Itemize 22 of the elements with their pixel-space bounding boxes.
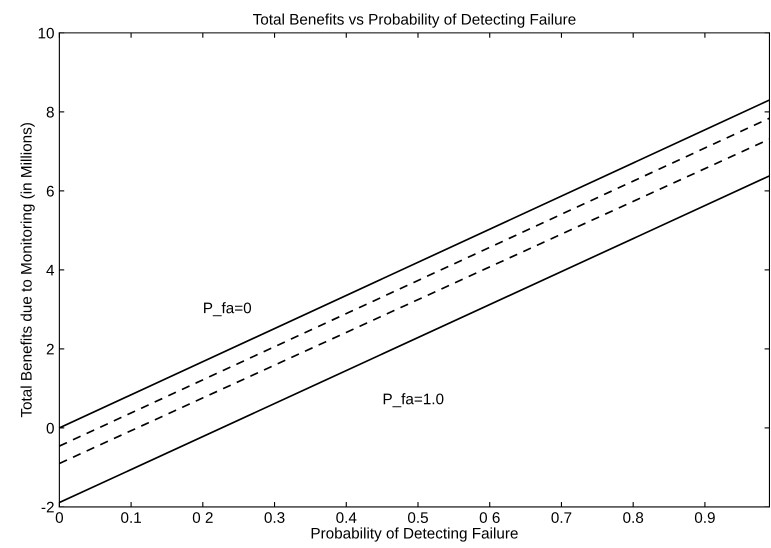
x-tick-label: 0.3	[264, 512, 284, 523]
x-tick-label: 0 6	[480, 512, 500, 523]
x-tick-label: 0.4	[336, 512, 356, 523]
x-tick-label: 0 2	[192, 512, 213, 523]
x-tick-label: 0.5	[408, 512, 428, 523]
y-tick-label: 10	[38, 28, 54, 39]
chart-title: Total Benefits vs Probability of Detecting Failure	[253, 13, 576, 28]
x-tick-label: 0.7	[551, 512, 572, 523]
y-tick-label: -2	[42, 502, 54, 512]
y-tick-label: 2	[46, 344, 54, 354]
x-tick-label: 0.9	[694, 512, 715, 523]
annotation: P_fa=1.0	[384, 393, 444, 408]
y-tick-label: 4	[46, 264, 54, 276]
annotation: P_fa=0	[204, 302, 252, 316]
x-tick-label: 0.8	[623, 512, 644, 523]
y-tick-label: 8	[46, 106, 54, 118]
y-tick-label: 0	[46, 422, 54, 434]
y-tick-label: 6	[46, 186, 54, 197]
x-tick-label: 0	[56, 512, 64, 523]
x-axis-title: Probability of Detecting Failure	[312, 527, 518, 542]
x-tick-label: 0.1	[121, 512, 141, 523]
y-axis-title: Total Benefits due to Monitoring (in Millions)	[20, 123, 35, 418]
